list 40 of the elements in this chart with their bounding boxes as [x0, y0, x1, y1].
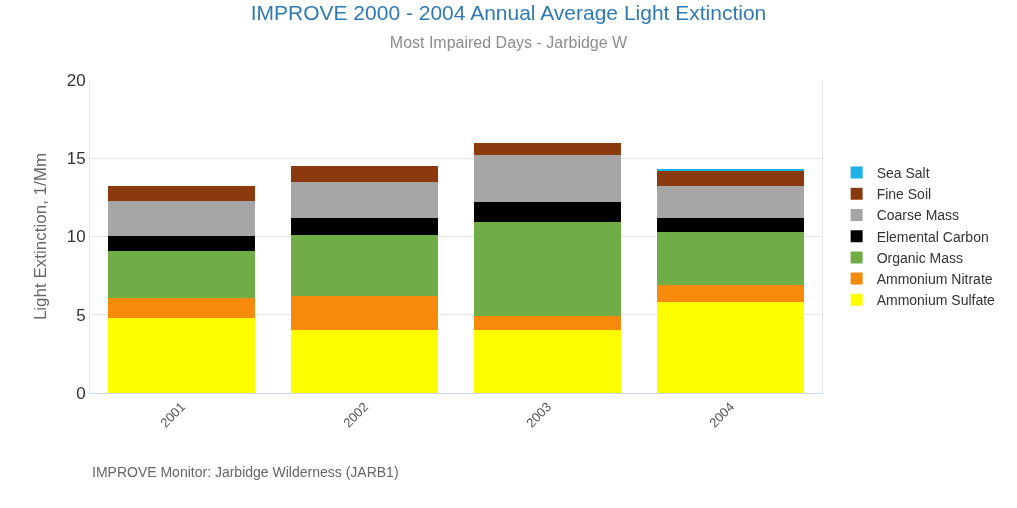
y-tick-label: 5 — [76, 305, 86, 325]
bar — [291, 330, 438, 393]
y-tick-label: 0 — [76, 383, 86, 403]
bar — [657, 231, 804, 286]
bar — [108, 297, 255, 318]
bar — [474, 330, 621, 393]
bar — [291, 166, 438, 182]
bar — [108, 185, 255, 202]
legend-label: Ammonium Nitrate — [876, 271, 993, 288]
y-axis-title: Light Extinction, 1/Mm — [31, 152, 51, 321]
legend-label: Organic Mass — [876, 249, 963, 266]
bar — [108, 317, 255, 393]
legend-label: Sea Salt — [876, 165, 930, 182]
bar — [474, 155, 621, 203]
y-tick-label: 15 — [66, 149, 86, 169]
bar — [291, 181, 438, 218]
legend-label: Elemental Carbon — [876, 228, 989, 245]
text: IMPROVE Monitor: Jarbidge Wilderness (JARB1) — [92, 464, 399, 480]
legend-label: Coarse Mass — [876, 207, 960, 224]
bar — [291, 295, 438, 331]
chart-subtitle: Most Impaired Days - Jarbidge W — [389, 33, 629, 51]
chart-title: IMPROVE 2000 - 2004 Annual Average Light Extinction — [250, 1, 767, 25]
bar — [657, 217, 804, 232]
bar — [291, 234, 438, 296]
y-tick-label: 20 — [66, 70, 86, 90]
y-tick-label: 10 — [66, 227, 86, 247]
bar — [108, 201, 255, 236]
legend-label: Ammonium Sulfate — [876, 292, 996, 309]
bar — [657, 285, 804, 303]
bar — [291, 217, 438, 235]
bar — [474, 142, 621, 156]
bar — [657, 170, 804, 187]
bar — [474, 202, 621, 223]
bar — [657, 186, 804, 218]
bar — [474, 316, 621, 331]
bar — [108, 250, 255, 298]
bar — [657, 302, 804, 393]
bar — [474, 222, 621, 317]
legend-label: Fine Soil — [876, 186, 932, 203]
bar — [108, 235, 255, 251]
